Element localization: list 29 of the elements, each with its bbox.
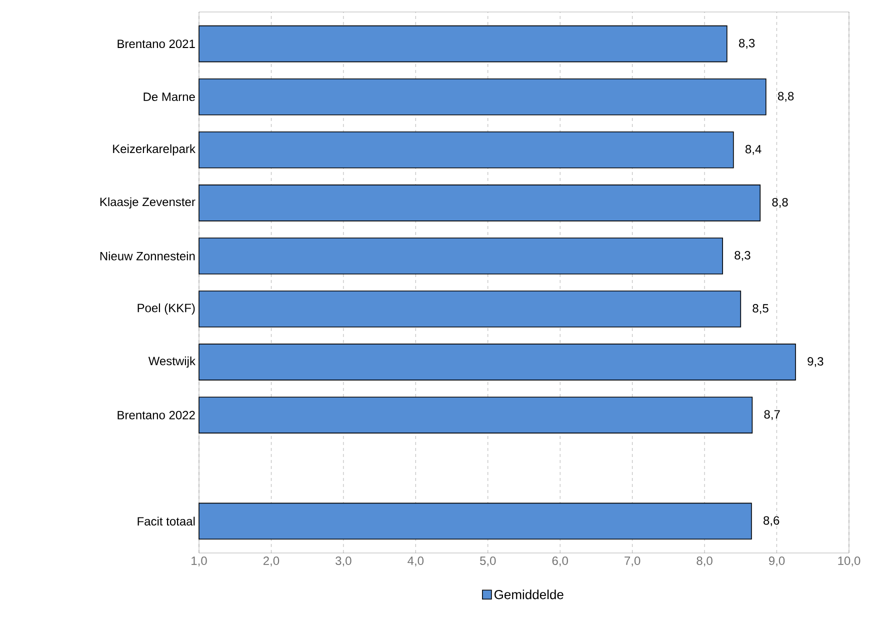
data-label: 8,6 — [764, 516, 780, 526]
y-tick-label: Keizerkarelpark — [113, 144, 196, 156]
data-label: 8,7 — [764, 410, 780, 420]
x-tick-label: 10,0 — [838, 556, 860, 566]
x-tick-label: 3,0 — [336, 556, 352, 566]
y-tick-label: Facit totaal — [138, 516, 195, 526]
y-tick-label: De Marne — [144, 92, 195, 102]
y-tick-label: Brentano 2022 — [118, 410, 195, 420]
legend-label: Gemiddelde — [494, 590, 564, 600]
data-label: 8,4 — [745, 144, 762, 155]
x-tick-label: 1,0 — [192, 556, 207, 566]
data-label: 8,5 — [752, 304, 768, 314]
x-tick-label: 5,0 — [480, 556, 496, 566]
data-label: 9,3 — [808, 357, 824, 368]
x-tick-label: 7,0 — [624, 556, 640, 566]
y-tick-label: Klaasje Zevenster — [100, 197, 196, 209]
y-tick-label: Poel (KKF) — [138, 303, 195, 315]
x-tick-label: 4,0 — [408, 556, 424, 566]
y-tick-label: Brentano 2021 — [118, 40, 195, 48]
y-tick-label: Nieuw Zonnestein — [100, 252, 195, 260]
data-label: 8,8 — [772, 198, 788, 208]
data-label: 8,8 — [778, 92, 794, 102]
x-tick-label: 6,0 — [552, 556, 568, 566]
y-tick-label: Westwijk — [148, 356, 196, 368]
data-label: 8,3 — [738, 38, 755, 49]
x-tick-label: 8,0 — [696, 556, 712, 566]
x-tick-label: 9,0 — [768, 556, 785, 566]
data-label: 8,3 — [734, 251, 750, 261]
x-tick-label: 2,0 — [263, 556, 280, 566]
